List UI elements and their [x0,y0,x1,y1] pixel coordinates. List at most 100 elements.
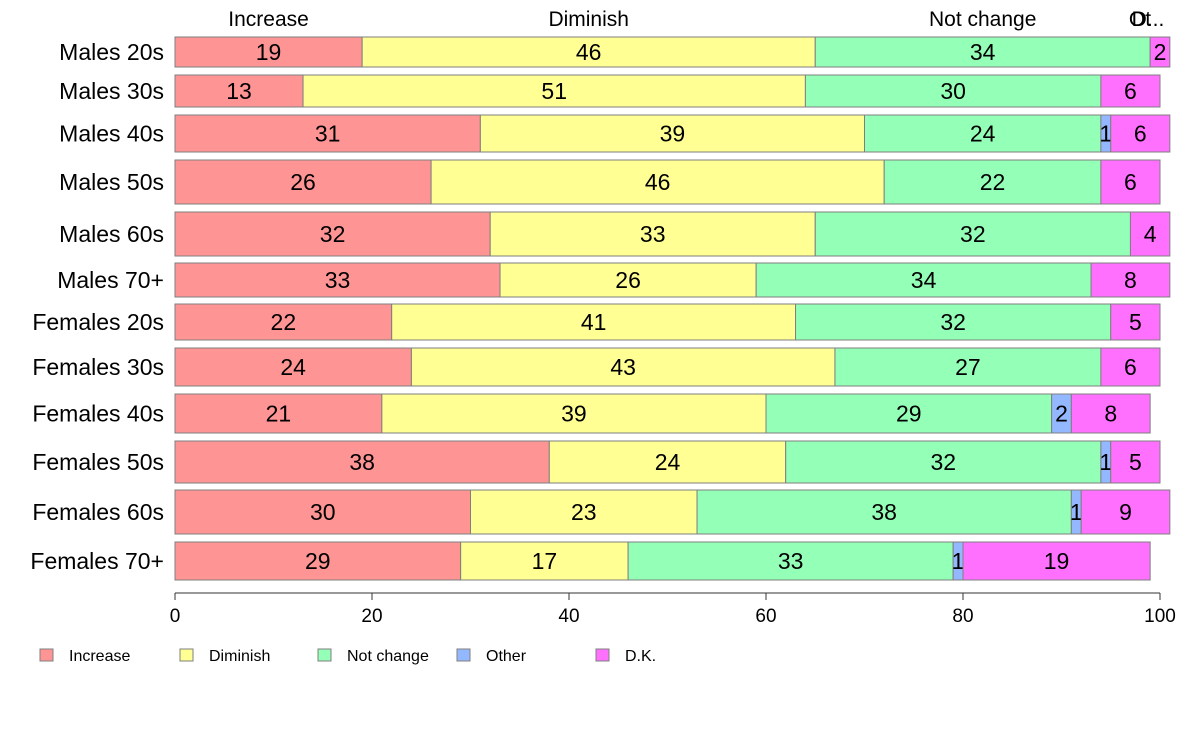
bar-row: 32 33 32 4 [174,211,1171,257]
category-label: Males 20s [59,39,164,65]
bar-segment [548,440,787,484]
bar-row: 38 24 32 1 5 [174,440,1161,484]
data-label: 33 [778,548,804,574]
legend-label: Diminish [209,648,270,665]
data-label: 26 [615,267,641,293]
category-label: Females 20s [32,309,164,335]
data-label: 19 [256,39,282,65]
category-label: Females 70+ [30,548,164,574]
category-label: Males 50s [59,169,164,195]
data-label: 33 [325,267,351,293]
bar-segment [883,159,1102,205]
data-label: 46 [645,169,671,195]
bar-segment [174,114,481,153]
bar-row: 30 23 38 1 9 [174,489,1171,535]
bar-segment [696,489,1072,535]
data-label: 6 [1134,121,1147,147]
data-label: 32 [320,221,346,247]
data-label: 26 [290,169,316,195]
x-axis: 0 20 40 60 80 100 [170,592,1176,627]
bar-segment [1129,211,1171,257]
bar-segment [962,541,1151,581]
category-label: Males 60s [59,221,164,247]
bar-segment [1100,74,1161,108]
bar-segment [174,262,501,298]
data-label: 8 [1104,401,1117,427]
bar-segment [765,393,1053,434]
bar-segment [174,347,412,387]
legend-item: Other [456,648,527,665]
data-label: 30 [940,78,966,104]
category-label: Females 60s [32,499,164,525]
category-label: Females 50s [32,449,164,475]
data-label: 6 [1124,78,1137,104]
x-tick-label: 0 [170,606,181,627]
bar-segment [302,74,806,108]
data-label: 34 [970,39,996,65]
x-tick-label: 20 [361,606,382,627]
data-label: 46 [576,39,602,65]
legend-label: Other [486,648,527,665]
data-label: 43 [610,354,636,380]
bar-segment [174,211,491,257]
category-label: Females 40s [32,401,164,427]
column-header-label: Diminish [548,8,629,31]
bar-segment [430,159,885,205]
bar-row: 13 51 30 6 [174,74,1161,108]
bar-segment [174,440,550,484]
legend-item: Not change [317,648,429,665]
bar-segment [1100,159,1161,205]
bar-segment [1090,262,1171,298]
bar-segment [804,74,1102,108]
bar-segment [1080,489,1171,535]
data-label: 5 [1129,449,1142,475]
legend-item: Increase [39,648,130,665]
data-label: 19 [1044,548,1070,574]
data-label: 24 [970,121,996,147]
bar-segment [834,347,1102,387]
legend: Increase Diminish Not change Other D.K. [39,648,656,665]
bar-segment [814,211,1131,257]
bar-segment [864,114,1102,153]
column-header-label: Ot [1129,8,1151,31]
data-label: 29 [896,401,922,427]
category-label: Males 30s [59,78,164,104]
bar-segment [795,303,1112,341]
bar-segment [1149,36,1171,68]
category-label: Males 70+ [57,267,164,293]
bar-segment [1110,114,1171,153]
data-label: 33 [640,221,666,247]
x-tick-label: 60 [755,606,776,627]
legend-label: D.K. [625,648,656,665]
bar-segment [174,541,462,581]
bar-segment [410,347,836,387]
legend-swatch [595,648,610,662]
data-label: 6 [1124,354,1137,380]
bar-segment [1110,303,1161,341]
data-label: 1 [1099,121,1112,147]
legend-swatch [39,648,54,662]
bar-segment [174,489,471,535]
bar-segment [785,440,1102,484]
x-tick-label: 80 [952,606,973,627]
bar-segment [381,393,767,434]
data-label: 22 [271,309,297,335]
data-label: 5 [1129,309,1142,335]
data-label: 1 [1070,499,1083,525]
data-label: 29 [305,548,331,574]
bar-segment [489,211,816,257]
data-label: 2 [1154,39,1167,65]
bar-row: 31 39 24 1 6 [174,114,1171,153]
bar-segment [470,489,698,535]
data-label: 8 [1124,267,1137,293]
data-label: 30 [310,499,336,525]
data-label: 38 [349,449,375,475]
column-header-label: Not change [929,8,1036,31]
bar-segment [174,303,393,341]
category-labels: Males 20s Males 30s Males 40s Males 50s Male… [30,39,164,574]
bar-segment [174,159,432,205]
legend-item: D.K. [595,648,656,665]
bar-segment [174,74,304,108]
data-label: 24 [280,354,306,380]
